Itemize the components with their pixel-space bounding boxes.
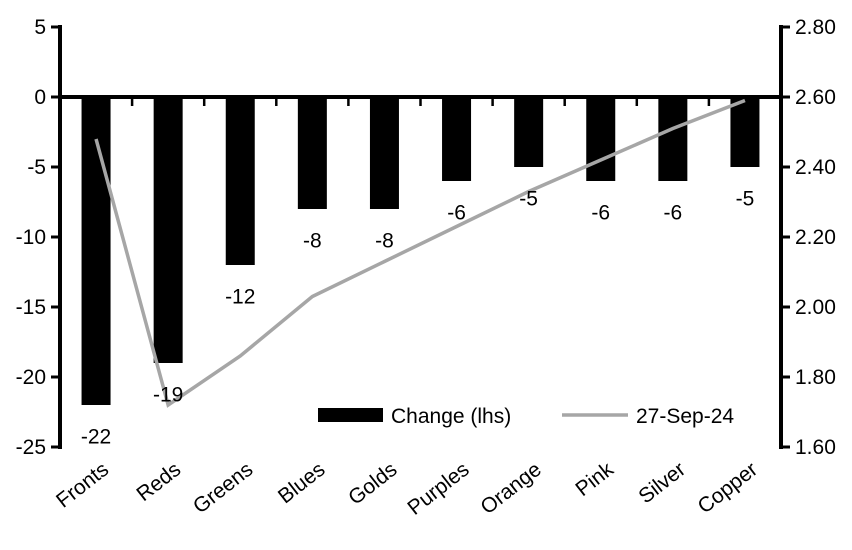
bar-orange — [514, 97, 544, 167]
right-axis-tick-label: 1.80 — [795, 366, 836, 389]
right-axis-tick-label: 1.60 — [795, 436, 836, 459]
legend-label-change-lhs: Change (lhs) — [391, 405, 511, 428]
left-axis-tick-label: -20 — [16, 366, 46, 389]
bar-data-label-orange: -5 — [519, 187, 538, 210]
left-axis-tick-label: -15 — [16, 296, 46, 319]
bar-purples — [442, 97, 472, 181]
bar-data-label-purples: -6 — [447, 201, 466, 224]
bar-reds — [153, 97, 183, 363]
bar-data-label-greens: -12 — [225, 285, 255, 308]
right-axis-tick-label: 2.60 — [795, 86, 836, 109]
bar-data-label-fronts: -22 — [81, 425, 111, 448]
bar-golds — [369, 97, 399, 209]
bar-data-label-golds: -8 — [375, 229, 394, 252]
bar-greens — [225, 97, 255, 265]
bar-data-label-pink: -6 — [591, 201, 610, 224]
left-axis-tick-label: -25 — [16, 436, 46, 459]
left-axis-tick-label: -5 — [27, 156, 46, 179]
bar-pink — [586, 97, 616, 181]
right-axis-tick-label: 2.00 — [795, 296, 836, 319]
legend-swatch-bar — [318, 408, 383, 422]
line-series-27-sep-24 — [94, 98, 746, 408]
bar-data-label-blues: -8 — [303, 229, 322, 252]
bar-data-label-copper: -5 — [736, 187, 755, 210]
bar-blues — [297, 97, 327, 209]
right-axis-tick-label: 2.40 — [795, 156, 836, 179]
left-axis-tick-label: -10 — [16, 226, 46, 249]
right-axis-tick-label: 2.20 — [795, 226, 836, 249]
bar-copper — [730, 97, 760, 167]
left-axis-tick-label: 0 — [34, 86, 46, 109]
bar-fronts — [81, 97, 111, 405]
bar-silver — [658, 97, 688, 181]
legend-label-27-sep-24: 27-Sep-24 — [636, 405, 734, 428]
right-axis-tick-label: 2.80 — [795, 16, 836, 39]
bar-data-label-silver: -6 — [664, 201, 683, 224]
bar-data-label-reds: -19 — [153, 383, 183, 406]
left-axis-tick-label: 5 — [34, 16, 46, 39]
